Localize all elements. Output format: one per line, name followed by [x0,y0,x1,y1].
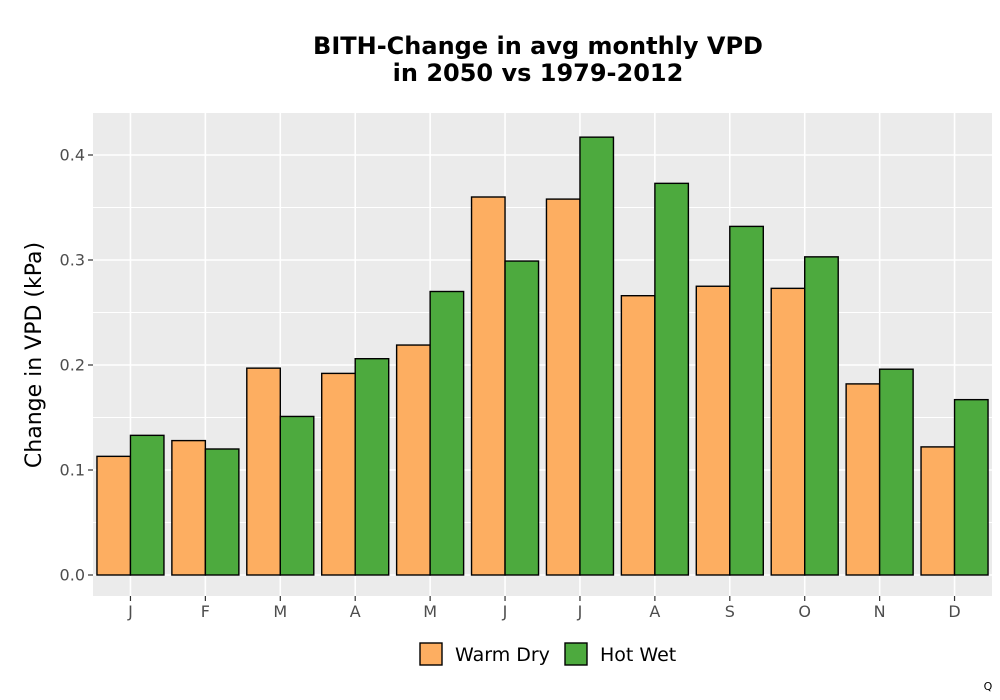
y-tick-label: 0.4 [60,146,85,165]
bar-warm-dry-8 [620,295,656,576]
bar-hot-wet-6 [504,260,540,576]
y-axis-label: Change in VPD (kPa) [22,242,47,468]
y-tick-label: 0.1 [60,461,85,480]
bar-hot-wet-3 [279,415,315,576]
bar-hot-wet-12 [953,398,989,576]
y-tick-label: 0.0 [60,566,85,585]
bar-hot-wet-1 [129,434,165,576]
x-tick-label: S [725,602,735,621]
bar-hot-wet-11 [878,368,914,576]
bar-warm-dry-4 [321,372,356,576]
bar-warm-dry-5 [395,344,431,576]
legend-key-hot-wet [564,642,588,666]
y-tick-label: 0.2 [60,356,85,375]
legend-label-warm-dry: Warm Dry [455,644,550,666]
bar-warm-dry-11 [845,383,881,576]
bar-warm-dry-6 [470,196,506,576]
bar-warm-dry-12 [920,446,956,576]
plot-panel [93,113,992,596]
bar-warm-dry-7 [545,198,581,576]
corner-mark: Q [984,680,993,693]
chart-title-line-1: BITH-Change in avg monthly VPD [313,32,763,60]
x-tick-label: J [127,602,133,621]
bar-hot-wet-5 [429,290,465,576]
bar-hot-wet-10 [804,256,839,576]
x-tick-label: J [577,602,583,621]
x-tick-label: O [798,602,811,621]
x-tick-label: A [649,602,660,621]
bar-layer [96,136,989,576]
bar-warm-dry-10 [770,287,806,576]
bar-hot-wet-9 [729,225,764,576]
axis-layer: 0.0 0.1 0.2 0.3 0.4 J F M A M J J A S O N D [60,146,961,622]
bar-warm-dry-2 [171,439,207,576]
y-tick-label: 0.3 [60,251,85,270]
legend: Warm Dry Hot Wet [419,642,676,666]
bar-warm-dry-3 [246,367,281,576]
bar-hot-wet-2 [204,448,240,576]
bar-hot-wet-8 [654,182,690,576]
bar-warm-dry-9 [695,285,731,576]
legend-key-warm-dry [419,642,443,666]
bar-hot-wet-7 [579,136,615,576]
legend-label-hot-wet: Hot Wet [600,644,676,666]
x-tick-label: A [350,602,361,621]
x-tick-label: F [201,602,210,621]
x-tick-label: D [948,602,960,621]
x-tick-label: J [502,602,508,621]
bar-warm-dry-1 [96,455,132,576]
chart-title-line-2: in 2050 vs 1979-2012 [393,59,684,87]
x-tick-label: M [423,602,437,621]
x-tick-label: N [874,602,886,621]
bar-hot-wet-4 [354,358,390,576]
x-tick-label: M [273,602,287,621]
